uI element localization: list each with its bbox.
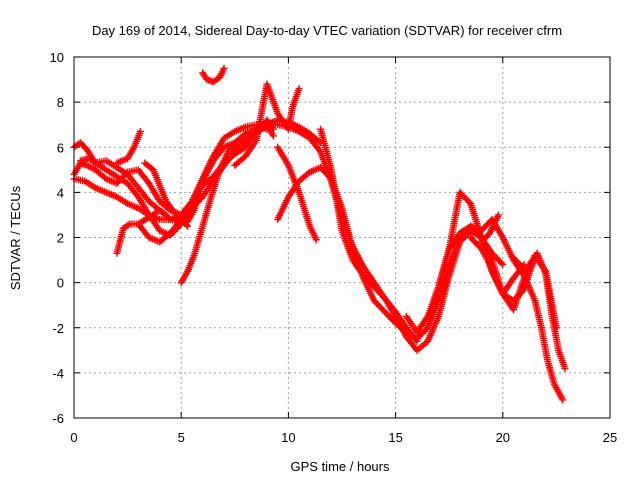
y-tick-label: 0 [57, 276, 64, 291]
series-track [134, 215, 192, 246]
data-point [295, 85, 303, 93]
series-track [477, 211, 503, 246]
series-track [231, 80, 303, 169]
y-tick-label: 6 [57, 140, 64, 155]
y-tick-label: -2 [52, 321, 64, 336]
data-point [312, 236, 320, 244]
series-track [467, 234, 569, 372]
data-point [559, 396, 567, 404]
chart-title: Day 169 of 2014, Sidereal Day-to-day VTE… [92, 23, 562, 38]
data-point [497, 259, 505, 267]
y-tick-label: 2 [57, 231, 64, 246]
x-tick-label: 0 [70, 430, 77, 445]
y-tick-label: 10 [50, 50, 64, 65]
data-point [269, 125, 277, 133]
data-point [495, 211, 503, 219]
x-tick-label: 15 [388, 430, 402, 445]
data-point [499, 261, 507, 269]
x-tick-labels: 0 5 10 15 20 25 [70, 430, 617, 445]
series-track [402, 188, 528, 336]
series-track [274, 143, 320, 244]
y-tick-label: 4 [57, 185, 64, 200]
data-point [161, 210, 169, 218]
y-tick-label: -6 [52, 411, 64, 426]
data-point [124, 221, 132, 229]
y-tick-label: -4 [52, 366, 64, 381]
data-point [162, 211, 170, 219]
data-point [182, 221, 190, 229]
x-tick-label: 5 [178, 430, 185, 445]
x-tick-label: 20 [496, 430, 510, 445]
y-tick-labels: -6 -4 -2 0 2 4 6 8 10 [50, 50, 64, 426]
series-track [199, 64, 228, 86]
data-point [184, 222, 192, 230]
x-tick-label: 25 [603, 430, 617, 445]
data-point [268, 124, 276, 132]
data-point [532, 253, 540, 261]
data-point [269, 132, 277, 140]
x-tick-label: 10 [281, 430, 295, 445]
x-axis-label: GPS time / hours [291, 459, 390, 474]
data-point [136, 127, 144, 135]
y-axis-label: SDTVAR / TECUs [8, 185, 23, 290]
series-track [113, 127, 144, 167]
data-point [533, 252, 541, 260]
data-point [561, 364, 569, 372]
y-tick-label: 8 [57, 95, 64, 110]
data-points [70, 64, 569, 404]
data-point [220, 64, 228, 72]
plot-frame [73, 56, 611, 419]
series-track [510, 252, 541, 278]
